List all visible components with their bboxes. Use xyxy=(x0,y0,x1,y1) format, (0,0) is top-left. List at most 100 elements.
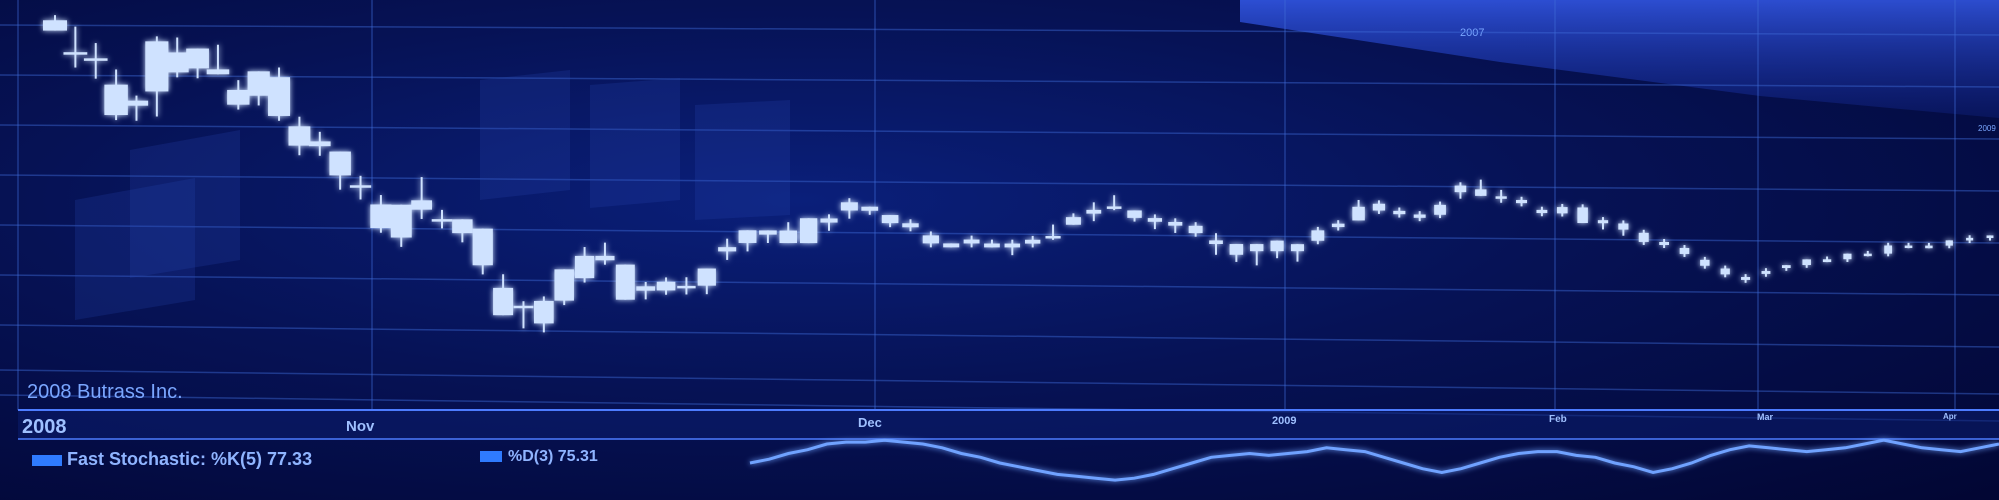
stochastic-line xyxy=(749,438,1999,482)
candle-body xyxy=(1597,220,1609,224)
candle-body xyxy=(1802,259,1811,266)
candle-body xyxy=(1025,239,1041,244)
candle-body xyxy=(840,202,858,211)
timeline-bar xyxy=(18,410,1999,439)
candle-body xyxy=(1679,248,1690,254)
candle-body xyxy=(1761,271,1771,274)
slow-stochastic-label: %D(3) 75.31 xyxy=(508,448,598,465)
candle-body xyxy=(411,200,433,210)
candle-body xyxy=(1577,207,1588,224)
candle-body xyxy=(984,243,1000,248)
candle-body xyxy=(718,247,737,252)
candle-body xyxy=(534,300,554,324)
candle-body xyxy=(1904,245,1913,249)
candle-body xyxy=(349,185,372,188)
candle-body xyxy=(1986,235,1994,238)
grid-line-h xyxy=(0,124,1999,140)
candle-body xyxy=(1536,209,1548,214)
candle-body xyxy=(1270,240,1284,252)
grid-line-h xyxy=(0,324,1999,348)
candle-body xyxy=(370,204,392,229)
month-label-nov: Nov xyxy=(346,418,375,435)
candle-body xyxy=(861,206,879,211)
company-label: 2008 Butrass Inc. xyxy=(27,381,183,403)
candle-body xyxy=(677,285,696,289)
year-band-2007 xyxy=(1240,0,1999,118)
candle-body xyxy=(1209,240,1223,244)
candle-body xyxy=(247,71,270,96)
candle-body xyxy=(145,41,169,92)
fast-stochastic-swatch xyxy=(32,455,62,466)
candle-body xyxy=(227,89,250,105)
candle-body xyxy=(1700,259,1710,266)
candle-body xyxy=(43,20,67,31)
candle-body xyxy=(1495,196,1507,199)
fast-stochastic-label: Fast Stochastic: %K(5) 77.33 xyxy=(67,449,312,469)
candle-body xyxy=(656,281,676,291)
candle-body xyxy=(1434,204,1446,215)
candle-body xyxy=(1516,199,1528,204)
candle-body xyxy=(1311,230,1325,241)
month-label-mar: Mar xyxy=(1757,412,1774,422)
candle-body xyxy=(1127,210,1142,218)
candle-body xyxy=(1843,253,1852,260)
candle-body xyxy=(83,58,108,61)
grid-line-h xyxy=(0,74,1999,88)
candle-body xyxy=(1659,241,1669,245)
month-label-2009: 2009 xyxy=(1272,415,1296,427)
candle-body xyxy=(124,100,149,106)
candle-body xyxy=(1188,225,1203,234)
candle-body xyxy=(63,52,88,55)
candlestick-series xyxy=(43,15,1994,333)
candle-body xyxy=(1966,237,1974,241)
candle-body xyxy=(329,151,351,176)
grid-line-h xyxy=(0,224,1999,244)
candle-body xyxy=(1065,217,1081,225)
candle-body xyxy=(1331,223,1345,228)
candle-body xyxy=(1290,244,1304,252)
candle-body xyxy=(431,219,453,222)
candle-body xyxy=(779,230,798,244)
candle-body xyxy=(1863,253,1872,257)
candle-body xyxy=(922,235,939,244)
candle-body xyxy=(1229,244,1244,255)
background-blocks xyxy=(75,70,790,320)
candle-body xyxy=(1147,218,1163,222)
candle-body xyxy=(165,52,189,73)
candle-body xyxy=(308,141,331,147)
candle-body xyxy=(268,77,291,116)
candle-body xyxy=(1618,223,1629,230)
candle-body xyxy=(186,48,209,69)
candle-body xyxy=(820,218,838,223)
candle-body xyxy=(1556,207,1568,214)
month-label-feb: Feb xyxy=(1549,414,1567,425)
candle-body xyxy=(1945,240,1953,246)
candle-body xyxy=(1884,245,1893,254)
band-year-label: 2007 xyxy=(1460,27,1484,39)
candle-body xyxy=(1822,259,1832,263)
candle-body xyxy=(799,218,818,244)
candle-body xyxy=(759,230,777,235)
grid-line-h xyxy=(0,174,1999,192)
candle-body xyxy=(615,264,635,300)
candle-body xyxy=(452,219,473,234)
month-label-apr: Apr xyxy=(1943,412,1957,421)
candle-body xyxy=(943,243,960,248)
month-label-dec: Dec xyxy=(858,415,882,430)
candle-body xyxy=(1454,185,1467,193)
candle-body xyxy=(1720,268,1730,275)
candle-body xyxy=(595,255,615,261)
candle-body xyxy=(390,204,412,238)
grid-line-h xyxy=(0,369,1999,395)
candle-body xyxy=(636,286,656,291)
chart-grid xyxy=(0,0,1999,422)
candle-body xyxy=(1741,277,1751,280)
timeline-year-2008: 2008 xyxy=(22,416,67,438)
grid-line-h xyxy=(0,24,1999,36)
candle-body xyxy=(104,84,128,116)
candle-body xyxy=(1086,209,1102,214)
grid-line-h xyxy=(0,274,1999,296)
candle-body xyxy=(697,268,716,286)
band-year-label-right: 2009 xyxy=(1978,124,1996,133)
